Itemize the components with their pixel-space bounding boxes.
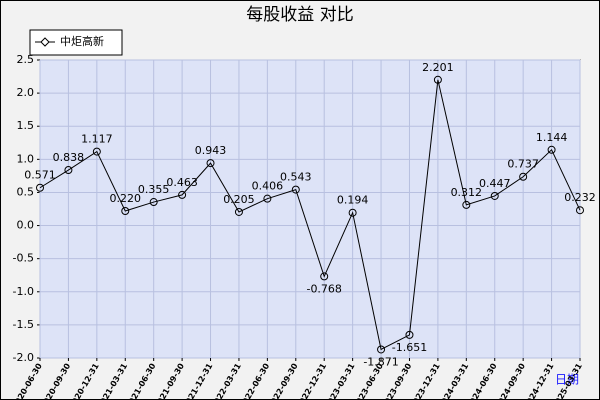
y-tick-label: -1.0 (13, 285, 34, 298)
data-label: 0.943 (195, 144, 227, 157)
point (149, 198, 158, 207)
y-tick-label: 0.0 (17, 219, 35, 232)
data-label: 0.737 (507, 158, 539, 171)
point (121, 206, 130, 215)
y-tick-label: -0.5 (13, 252, 34, 265)
data-label: -1.871 (363, 355, 398, 368)
chart-title: 每股收益 对比 (246, 5, 353, 25)
point (263, 194, 272, 203)
data-label: 0.312 (451, 186, 483, 199)
legend-marker (40, 37, 50, 47)
point (234, 207, 243, 216)
y-tick-label: 2.5 (17, 53, 35, 66)
y-tick-label: 1.5 (17, 119, 35, 132)
point (433, 75, 442, 84)
y-tick-label: 0.5 (17, 185, 35, 198)
data-label: 0.838 (53, 151, 85, 164)
y-tick-label: 1.0 (17, 152, 35, 165)
legend-label: 中炬高新 (60, 34, 104, 48)
plot-area (39, 59, 581, 359)
series-line (39, 79, 581, 351)
data-label: 0.355 (138, 183, 170, 196)
point (377, 345, 386, 354)
data-label: 0.406 (252, 180, 284, 193)
data-label: 0.205 (223, 193, 255, 206)
data-label: 0.194 (337, 194, 369, 207)
data-label: -1.651 (392, 341, 427, 354)
point (291, 185, 300, 194)
point (519, 172, 528, 181)
point (348, 208, 357, 217)
data-label: 1.144 (536, 131, 568, 144)
data-label: 2.201 (422, 61, 454, 74)
point (92, 147, 101, 156)
point (490, 191, 499, 200)
y-tick-label: -2.0 (13, 351, 34, 364)
y-tick-label: 2.0 (17, 86, 35, 99)
point (405, 330, 414, 339)
point (547, 145, 556, 154)
data-label: 1.117 (81, 133, 113, 146)
point (36, 183, 44, 192)
point (206, 159, 215, 168)
data-label: 0.232 (564, 191, 596, 204)
data-label: 0.463 (166, 176, 198, 189)
point (178, 190, 187, 199)
data-label: -0.768 (306, 282, 341, 295)
point (64, 166, 73, 175)
x-axis-label: 日期 (555, 373, 579, 387)
point (320, 272, 329, 281)
y-tick-label: -1.5 (13, 318, 34, 331)
point (576, 206, 584, 215)
data-label: 0.447 (479, 177, 511, 190)
data-label: 0.220 (110, 192, 142, 205)
point (462, 200, 471, 209)
data-label: 0.543 (280, 171, 312, 184)
data-label: 0.571 (24, 169, 56, 182)
